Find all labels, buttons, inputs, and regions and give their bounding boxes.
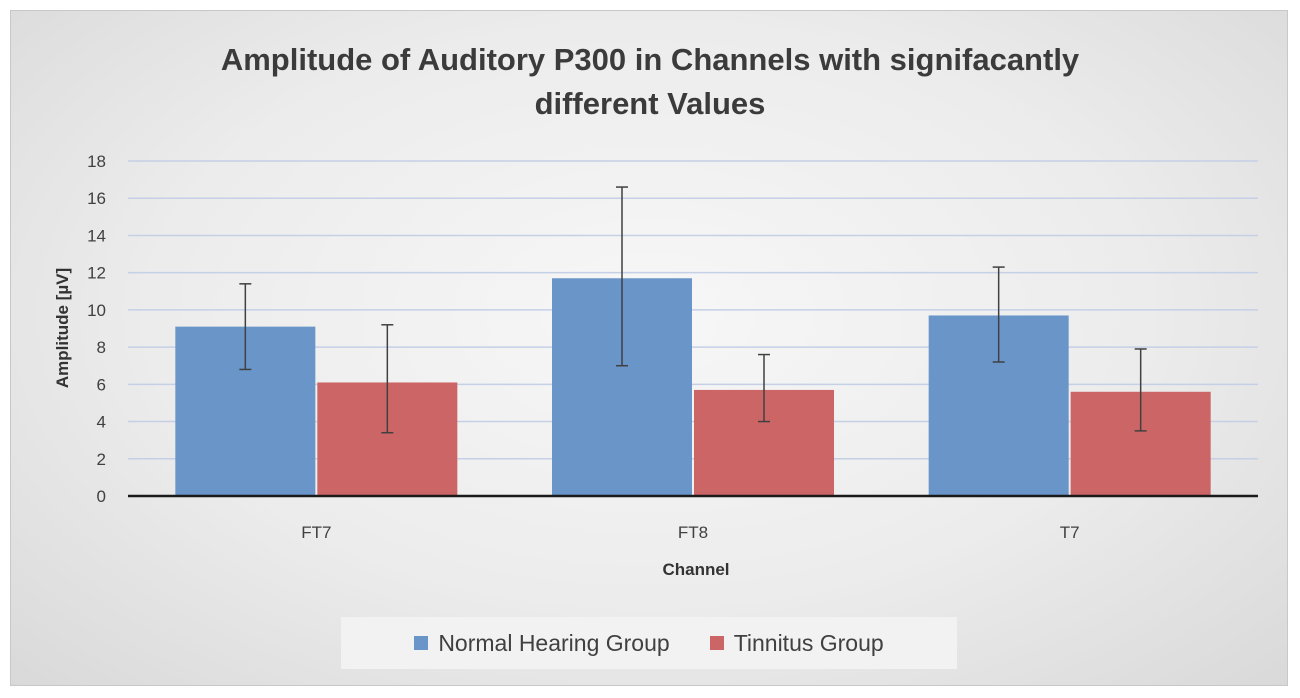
axes: 0 2 4 6 8 10 12 14 16 18 FT7 FT8 T7 — [87, 152, 1258, 542]
chart-title-line-2: different Values — [534, 86, 766, 121]
legend-label-normal-hearing: Normal Hearing Group — [438, 629, 670, 656]
x-tick-label: T7 — [1060, 523, 1080, 542]
legend-swatch-normal-hearing — [414, 636, 429, 650]
y-tick-label: 14 — [87, 226, 106, 245]
y-tick-label: 10 — [87, 301, 106, 320]
gridlines — [128, 160, 1258, 460]
x-tick-label: FT7 — [301, 523, 331, 542]
y-tick-label: 12 — [87, 264, 106, 283]
y-tick-label: 2 — [97, 450, 106, 469]
y-tick-label: 8 — [97, 338, 106, 357]
x-tick-label: FT8 — [678, 523, 708, 542]
y-tick-label: 0 — [97, 487, 106, 506]
chart-title: Amplitude of Auditory P300 in Channels w… — [0, 38, 1300, 126]
y-tick-label: 18 — [87, 152, 106, 171]
y-tick-label: 6 — [97, 375, 106, 394]
chart-title-line-1: Amplitude of Auditory P300 in Channels w… — [220, 42, 1080, 77]
legend-label-tinnitus: Tinnitus Group — [733, 629, 884, 656]
legend-item-tinnitus: Tinnitus Group — [709, 629, 884, 657]
x-axis-title: Channel — [662, 560, 729, 579]
legend: Normal Hearing Group Tinnitus Group — [341, 617, 957, 669]
legend-item-normal-hearing: Normal Hearing Group — [414, 629, 670, 657]
error-bars — [239, 186, 1147, 434]
y-tick-label: 4 — [97, 413, 106, 432]
y-axis-title: Amplitude [µV] — [53, 268, 72, 388]
bars — [175, 278, 1211, 496]
y-tick-label: 16 — [87, 189, 106, 208]
legend-swatch-tinnitus — [709, 636, 724, 650]
